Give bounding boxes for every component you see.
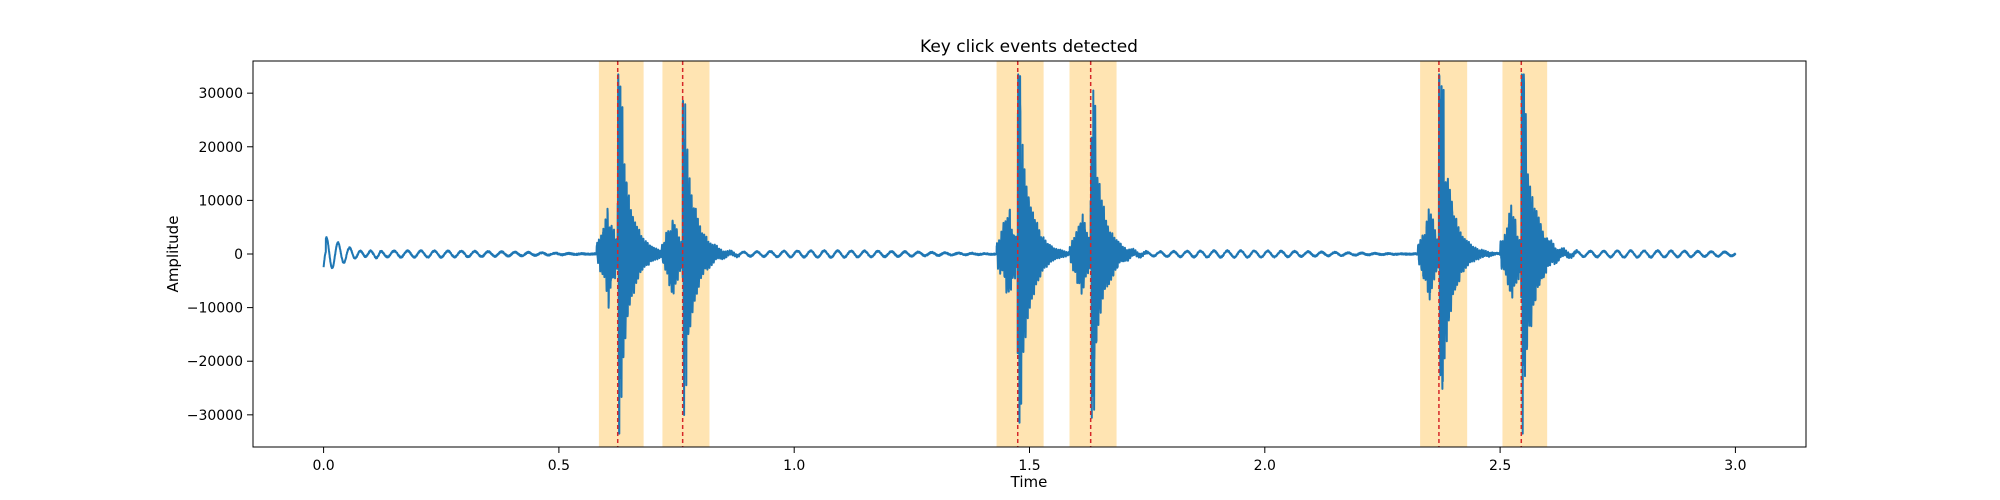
x-axis: 0.0 0.5 1.0 1.5 2.0 2.5 3.0: [312, 447, 1747, 474]
x-axis-label: Time: [1010, 473, 1048, 491]
x-tick-label: 0.0: [312, 458, 334, 474]
chart-title: Key click events detected: [920, 37, 1138, 57]
x-tick-label: 2.5: [1489, 458, 1511, 474]
y-axis-label: Amplitude: [164, 216, 182, 293]
y-tick-label: −20000: [187, 354, 243, 370]
y-tick-label: 0: [234, 247, 243, 263]
y-tick-label: −30000: [187, 408, 243, 424]
y-tick-label: 20000: [198, 140, 243, 156]
series-layer: [322, 73, 1737, 435]
x-tick-label: 3.0: [1724, 458, 1746, 474]
amplitude-series-line: [322, 73, 1737, 435]
x-tick-label: 0.5: [548, 458, 570, 474]
x-tick-label: 1.5: [1018, 458, 1040, 474]
y-tick-label: 30000: [198, 86, 243, 102]
y-tick-label: −10000: [187, 301, 243, 317]
x-tick-label: 1.0: [783, 458, 805, 474]
x-tick-label: 2.0: [1254, 458, 1276, 474]
y-tick-label: 10000: [198, 193, 243, 209]
y-axis: 30000 20000 10000 0 −10000 −20000 −30000: [187, 86, 253, 424]
event-lines: [616, 61, 1523, 447]
